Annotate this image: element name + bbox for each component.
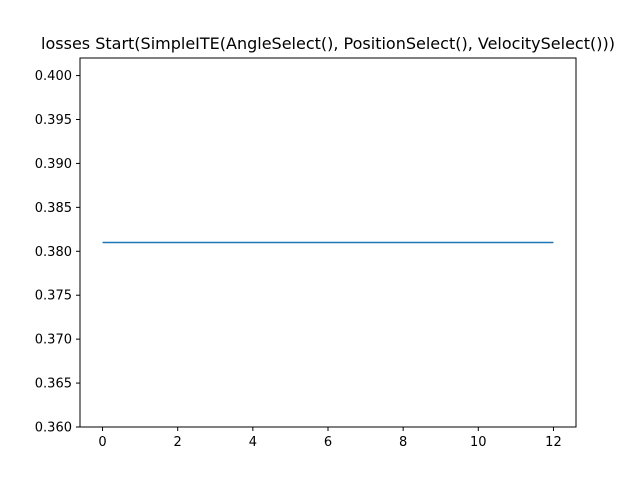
x-tick-label: 10 <box>470 435 487 450</box>
y-tick-label: 0.380 <box>35 245 72 260</box>
x-tick-label: 6 <box>324 435 332 450</box>
y-axis: 0.360 0.365 0.370 0.375 0.380 0.385 0.390 0.395… <box>35 69 80 436</box>
y-tick-label: 0.400 <box>35 69 72 84</box>
plot-frame <box>79 57 577 428</box>
y-tick-label: 0.360 <box>35 421 72 436</box>
x-tick-label: 4 <box>249 435 257 450</box>
x-tick-label: 2 <box>174 435 182 450</box>
y-tick-label: 0.370 <box>35 333 72 348</box>
y-tick-label: 0.365 <box>35 377 72 392</box>
y-tick-label: 0.385 <box>35 201 72 216</box>
x-tick-label: 0 <box>98 435 106 450</box>
x-tick-label: 8 <box>399 435 407 450</box>
y-tick-label: 0.395 <box>35 113 72 128</box>
y-tick-label: 0.390 <box>35 157 72 172</box>
x-axis: 0 2 4 6 8 10 12 <box>98 427 562 450</box>
chart-title: losses Start(SimpleITE(AngleSelect(), Po… <box>41 34 615 53</box>
y-tick-label: 0.375 <box>35 289 72 304</box>
x-tick-label: 12 <box>545 435 562 450</box>
